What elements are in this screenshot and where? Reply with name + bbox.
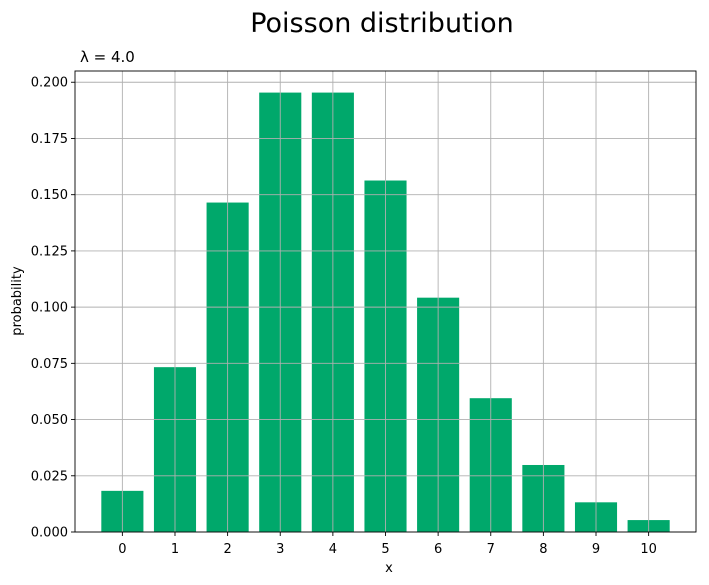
x-tick-label: 5: [381, 542, 389, 557]
x-tick-label: 6: [434, 542, 442, 557]
y-tick-label: 0.100: [31, 301, 68, 316]
x-tick-label: 1: [171, 542, 179, 557]
ticks-layer: 0.000 0.025 0.050 0.075 0.100 0.125 0.150 0.175…: [31, 76, 657, 557]
y-tick-label: 0.025: [31, 469, 68, 484]
x-tick-label: 4: [329, 542, 337, 557]
y-tick-label: 0.175: [31, 132, 68, 147]
y-tick-label: 0.050: [31, 413, 68, 428]
y-tick-label: 0.150: [31, 188, 68, 203]
chart-subtitle: λ = 4.0: [80, 48, 135, 66]
x-tick-label: 8: [539, 542, 547, 557]
y-tick-label: 0.000: [31, 526, 68, 541]
x-tick-label: 9: [592, 542, 600, 557]
x-tick-label: 7: [487, 542, 495, 557]
x-axis-label: x: [385, 561, 393, 576]
x-tick-label: 2: [223, 542, 231, 557]
y-axis-label: probability: [10, 266, 25, 336]
y-tick-label: 0.200: [31, 76, 68, 91]
chart-title: Poisson distribution: [250, 8, 514, 39]
x-tick-label: 0: [118, 542, 126, 557]
x-tick-label: 10: [640, 542, 657, 557]
y-tick-label: 0.125: [31, 244, 68, 259]
y-tick-label: 0.075: [31, 357, 68, 372]
plot-frame: [74, 70, 697, 533]
x-tick-label: 3: [276, 542, 284, 557]
